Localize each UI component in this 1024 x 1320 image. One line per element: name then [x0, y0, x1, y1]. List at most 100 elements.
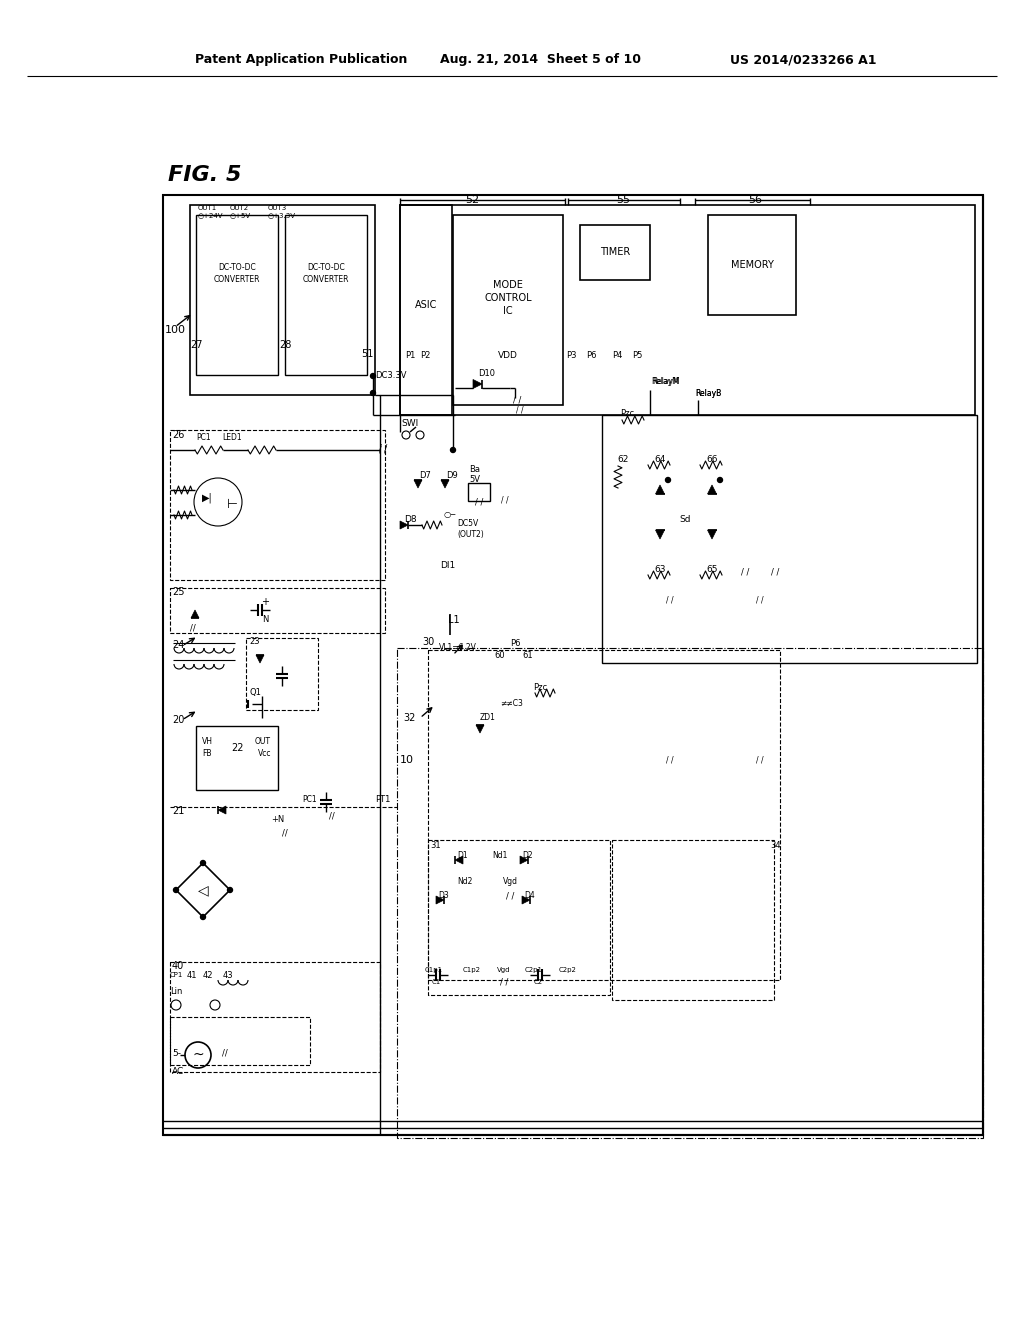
- Text: 30: 30: [422, 638, 434, 647]
- Text: RelayM: RelayM: [651, 378, 679, 387]
- Text: 22: 22: [230, 743, 244, 752]
- Text: 40: 40: [172, 961, 184, 972]
- Text: 20: 20: [172, 715, 184, 725]
- Text: ○+24V: ○+24V: [198, 213, 223, 218]
- Text: FB: FB: [202, 750, 212, 759]
- Text: SWI: SWI: [401, 418, 418, 428]
- Text: 52: 52: [465, 195, 479, 205]
- Text: 51: 51: [360, 348, 373, 359]
- Text: / /: / /: [379, 444, 387, 453]
- Text: ≠≠C3: ≠≠C3: [501, 700, 523, 709]
- Text: C1p2: C1p2: [463, 968, 481, 973]
- Text: RelayM: RelayM: [652, 378, 680, 387]
- Bar: [285, 215, 367, 375]
- Bar: [170, 430, 385, 579]
- Bar: [170, 962, 380, 1072]
- Bar: [428, 649, 780, 979]
- Circle shape: [371, 374, 376, 379]
- Text: Vgd: Vgd: [498, 968, 511, 973]
- Text: IC: IC: [503, 306, 513, 315]
- Text: D2: D2: [522, 850, 534, 859]
- Text: Nd1: Nd1: [493, 850, 508, 859]
- Text: PT1: PT1: [376, 796, 391, 804]
- Text: PC1: PC1: [303, 796, 317, 804]
- Text: P4: P4: [611, 351, 623, 359]
- Polygon shape: [655, 484, 665, 494]
- Bar: [397, 648, 983, 1138]
- Text: 21: 21: [172, 807, 184, 816]
- Text: TIMER: TIMER: [600, 247, 630, 257]
- Text: P6: P6: [586, 351, 596, 359]
- Text: P5: P5: [632, 351, 642, 359]
- Polygon shape: [436, 896, 444, 904]
- Text: Aug. 21, 2014  Sheet 5 of 10: Aug. 21, 2014 Sheet 5 of 10: [440, 54, 641, 66]
- Text: FIG. 5: FIG. 5: [168, 165, 242, 185]
- Text: 28: 28: [279, 341, 292, 350]
- Text: 56: 56: [748, 195, 762, 205]
- Text: 25: 25: [172, 587, 184, 597]
- Bar: [246, 638, 318, 710]
- Text: Pzc: Pzc: [620, 408, 634, 417]
- Circle shape: [371, 391, 376, 396]
- Text: DC-TO-DC: DC-TO-DC: [218, 264, 256, 272]
- Text: 61: 61: [522, 651, 534, 660]
- Text: OUT: OUT: [255, 738, 271, 747]
- Polygon shape: [400, 521, 408, 529]
- Text: +N: +N: [271, 816, 285, 825]
- Text: Vcc: Vcc: [258, 750, 271, 759]
- Text: MEMORY: MEMORY: [730, 260, 773, 271]
- Text: Ba: Ba: [469, 466, 480, 474]
- Text: D1: D1: [458, 850, 468, 859]
- Text: 5-: 5-: [172, 1049, 181, 1059]
- Text: 41: 41: [186, 970, 198, 979]
- Text: 60: 60: [495, 651, 505, 660]
- Text: D10: D10: [478, 370, 496, 379]
- Text: ~: ~: [193, 1048, 204, 1063]
- Text: C1p1: C1p1: [425, 968, 443, 973]
- Bar: [196, 726, 278, 789]
- Text: / /: / /: [506, 891, 514, 900]
- Text: ○+3.3V: ○+3.3V: [268, 213, 296, 218]
- Text: ZD1: ZD1: [480, 714, 496, 722]
- Text: RelayB: RelayB: [695, 389, 721, 399]
- Text: //: //: [222, 1048, 228, 1057]
- Polygon shape: [218, 807, 226, 814]
- Circle shape: [201, 915, 206, 920]
- Text: ▶|: ▶|: [202, 492, 212, 503]
- Circle shape: [666, 478, 671, 483]
- Text: ○+5V: ○+5V: [230, 213, 251, 218]
- Text: D4: D4: [524, 891, 536, 899]
- Polygon shape: [522, 896, 530, 904]
- Text: P6: P6: [510, 639, 520, 648]
- Bar: [196, 215, 278, 375]
- Text: DC5V: DC5V: [457, 520, 478, 528]
- Text: RelayB: RelayB: [695, 389, 721, 399]
- Bar: [163, 195, 983, 1135]
- Text: //: //: [283, 829, 288, 837]
- Text: 32: 32: [403, 713, 416, 723]
- Text: Q1: Q1: [250, 689, 262, 697]
- Text: / /: / /: [516, 405, 524, 414]
- Text: Nd2: Nd2: [458, 878, 473, 887]
- Text: AC: AC: [172, 1068, 184, 1077]
- Text: P1: P1: [406, 351, 416, 359]
- Polygon shape: [708, 484, 717, 494]
- Circle shape: [451, 447, 456, 453]
- Text: L1: L1: [449, 615, 460, 624]
- Circle shape: [718, 478, 723, 483]
- Polygon shape: [520, 855, 528, 865]
- Text: CONTROL: CONTROL: [484, 293, 531, 304]
- Text: Lin: Lin: [170, 986, 182, 995]
- Text: N: N: [262, 615, 268, 623]
- Bar: [428, 840, 610, 995]
- Text: CONVERTER: CONVERTER: [303, 276, 349, 285]
- Text: 66: 66: [707, 455, 718, 465]
- Text: VL1=6.2V: VL1=6.2V: [439, 644, 477, 652]
- Polygon shape: [455, 855, 463, 865]
- Bar: [453, 215, 563, 405]
- Bar: [468, 483, 490, 502]
- Text: C2p1: C2p1: [525, 968, 543, 973]
- Text: 55: 55: [616, 195, 630, 205]
- Text: OUT1: OUT1: [198, 205, 217, 211]
- Bar: [580, 224, 650, 280]
